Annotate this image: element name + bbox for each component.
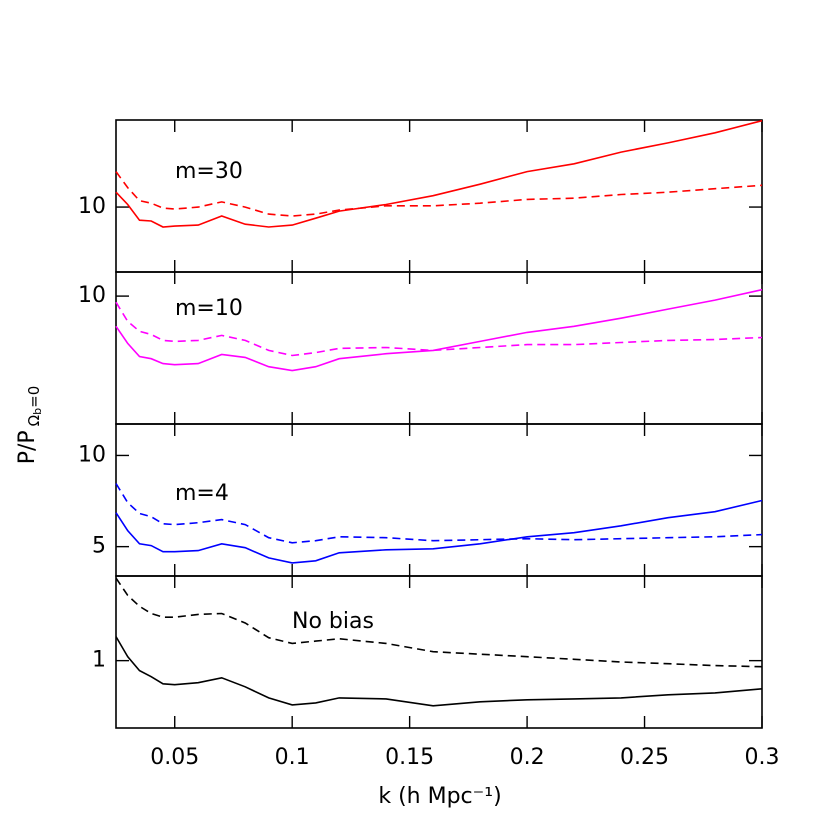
y-axis-label: P/P Ωb=0: [15, 386, 44, 465]
y-tick-label: 10: [78, 194, 106, 219]
panel-annotation: No bias: [292, 609, 374, 634]
x-tick-label: 0.1: [275, 745, 310, 770]
x-tick-label: 0.05: [150, 745, 199, 770]
panel-annotation: m=30: [175, 159, 243, 184]
x-tick-label: 0.3: [745, 745, 780, 770]
data-line: [115, 288, 763, 372]
x-axis-label: k (h Mpc⁻¹): [378, 784, 501, 809]
y-tick-label: 1: [92, 648, 106, 673]
x-tick-label: 0.2: [510, 745, 545, 770]
data-line: [115, 171, 763, 217]
y-tick-label: 5: [92, 534, 106, 559]
panel-frame: [115, 271, 763, 425]
y-label-sub: Ω: [25, 415, 43, 426]
data-line: [115, 119, 763, 228]
data-line: [115, 636, 763, 707]
y-label-subsub: b: [31, 408, 44, 415]
y-label-sub2: =0: [25, 386, 43, 408]
data-line: [115, 499, 763, 564]
data-line: [115, 577, 763, 668]
data-line: [115, 301, 763, 357]
x-tick-label: 0.15: [385, 745, 434, 770]
panel-annotation: m=4: [175, 481, 229, 506]
panel-frame: [115, 575, 763, 729]
data-line: [115, 483, 763, 544]
y-tick-label: 10: [78, 283, 106, 308]
y-label-main: P/P: [15, 430, 40, 464]
panel-annotation: m=10: [175, 296, 243, 321]
x-tick-label: 0.25: [620, 745, 669, 770]
y-tick-label: 10: [78, 442, 106, 467]
